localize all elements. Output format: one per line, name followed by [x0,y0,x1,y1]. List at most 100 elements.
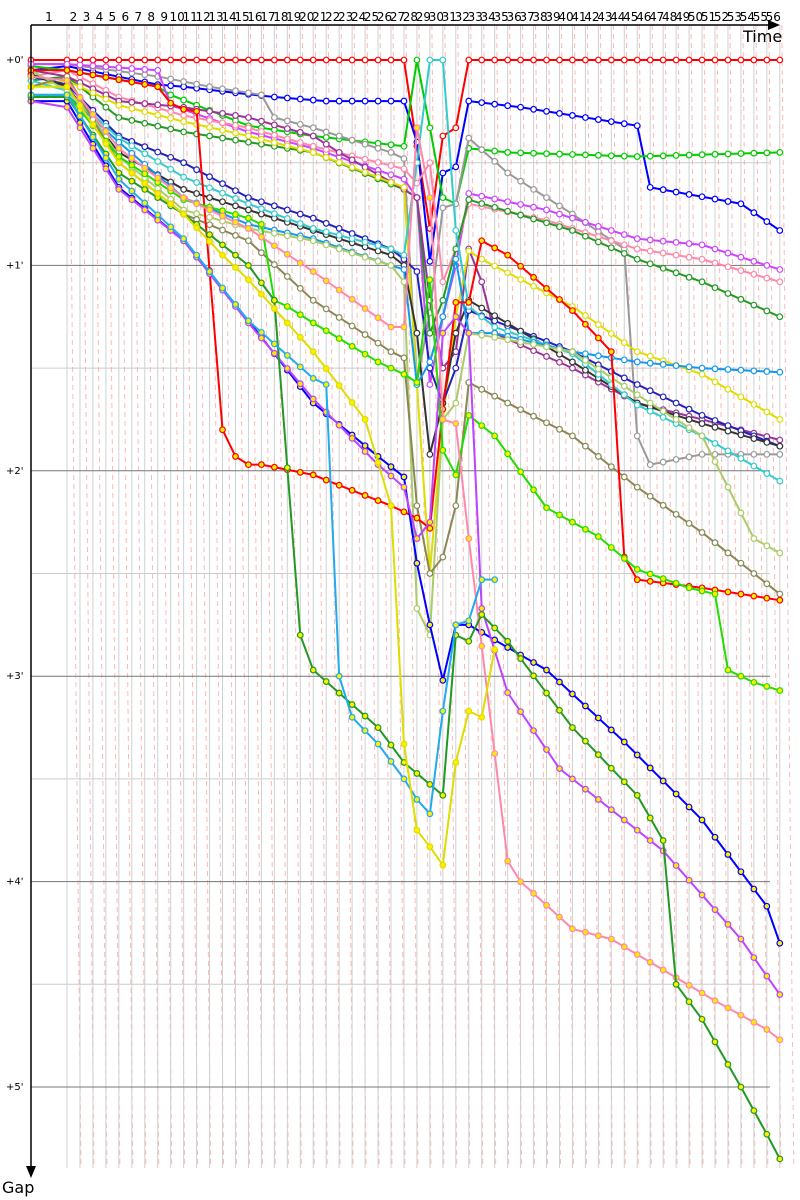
data-point [776,1036,784,1044]
data-point [374,242,382,249]
data-point [258,328,265,336]
data-point [219,226,226,234]
data-point [296,285,304,292]
data-point [750,570,758,577]
data-point [672,238,680,246]
data-point [283,135,291,143]
data-point [128,154,136,162]
data-point [659,237,667,245]
data-point [543,666,550,674]
data-point [517,177,524,185]
data-point [607,726,615,734]
data-point [750,954,758,961]
data-point [180,78,188,85]
data-point [737,267,745,274]
data-point [128,177,136,185]
data-point [154,148,162,156]
data-point [258,290,265,298]
data-point [465,247,473,255]
data-point [724,588,732,596]
data-point [620,382,628,390]
data-point [193,56,201,64]
lap-crossing-line [781,24,795,1169]
x-tick-label: 22 [325,10,340,24]
data-point [569,925,576,933]
data-point [439,553,447,561]
lap-crossing-line [625,24,639,1169]
data-point [633,791,641,799]
data-point [89,133,97,141]
data-point [348,156,356,164]
data-point [154,158,162,165]
data-point [750,885,758,893]
data-point [206,184,213,192]
data-point [478,278,486,286]
data-point [504,207,512,215]
data-point [672,416,680,423]
data-point [283,117,291,125]
data-point [89,121,97,129]
data-point [659,56,667,64]
data-point [296,56,304,64]
data-point [633,358,641,366]
lap-crossing-line [612,24,626,1169]
data-point [724,422,732,430]
data-point [270,305,278,312]
x-tick-label: 20 [299,10,314,24]
x-tick-label: 44 [610,10,625,24]
data-point [543,150,550,158]
data-point [698,411,706,419]
data-point [478,313,486,321]
data-point [491,624,499,632]
data-point [167,165,175,173]
data-point [439,194,447,202]
data-point [672,862,680,869]
data-point [245,114,252,121]
data-point [76,94,84,101]
data-point [309,395,317,403]
data-point [646,260,654,268]
data-point [543,746,550,754]
data-point [672,456,680,463]
data-point [763,542,771,550]
data-point [400,483,408,491]
data-point [76,69,84,77]
data-point [491,195,499,203]
data-point [491,750,499,757]
data-point [776,278,784,286]
data-point [517,878,524,885]
data-point [309,225,317,232]
lap-crossing-line [353,24,367,1169]
data-point [387,141,395,149]
x-tick-label: 36 [506,10,521,24]
data-point [672,579,680,587]
data-point [763,972,771,980]
data-point [296,120,304,128]
data-point [685,151,693,159]
data-point [76,83,84,91]
data-point [452,329,460,337]
x-tick-label: 30 [429,10,444,24]
data-point [270,261,278,268]
data-point [141,100,149,107]
data-point [556,765,563,773]
data-point [659,837,667,844]
data-point [478,642,486,650]
data-point [283,365,291,372]
x-tick-label: 40 [558,10,573,24]
data-point [426,524,434,532]
data-point [400,354,408,362]
data-point [556,202,563,210]
data-point [180,194,188,202]
data-point [543,689,550,697]
data-point [219,110,226,117]
data-point [309,214,317,222]
lap-crossing-line [496,24,510,1169]
data-point [607,56,615,64]
data-point [128,187,136,195]
data-point [296,128,304,136]
lap-crossing-line [392,24,406,1169]
data-point [776,549,784,557]
data-point [245,276,252,284]
x-tick-label: 8 [147,10,155,24]
